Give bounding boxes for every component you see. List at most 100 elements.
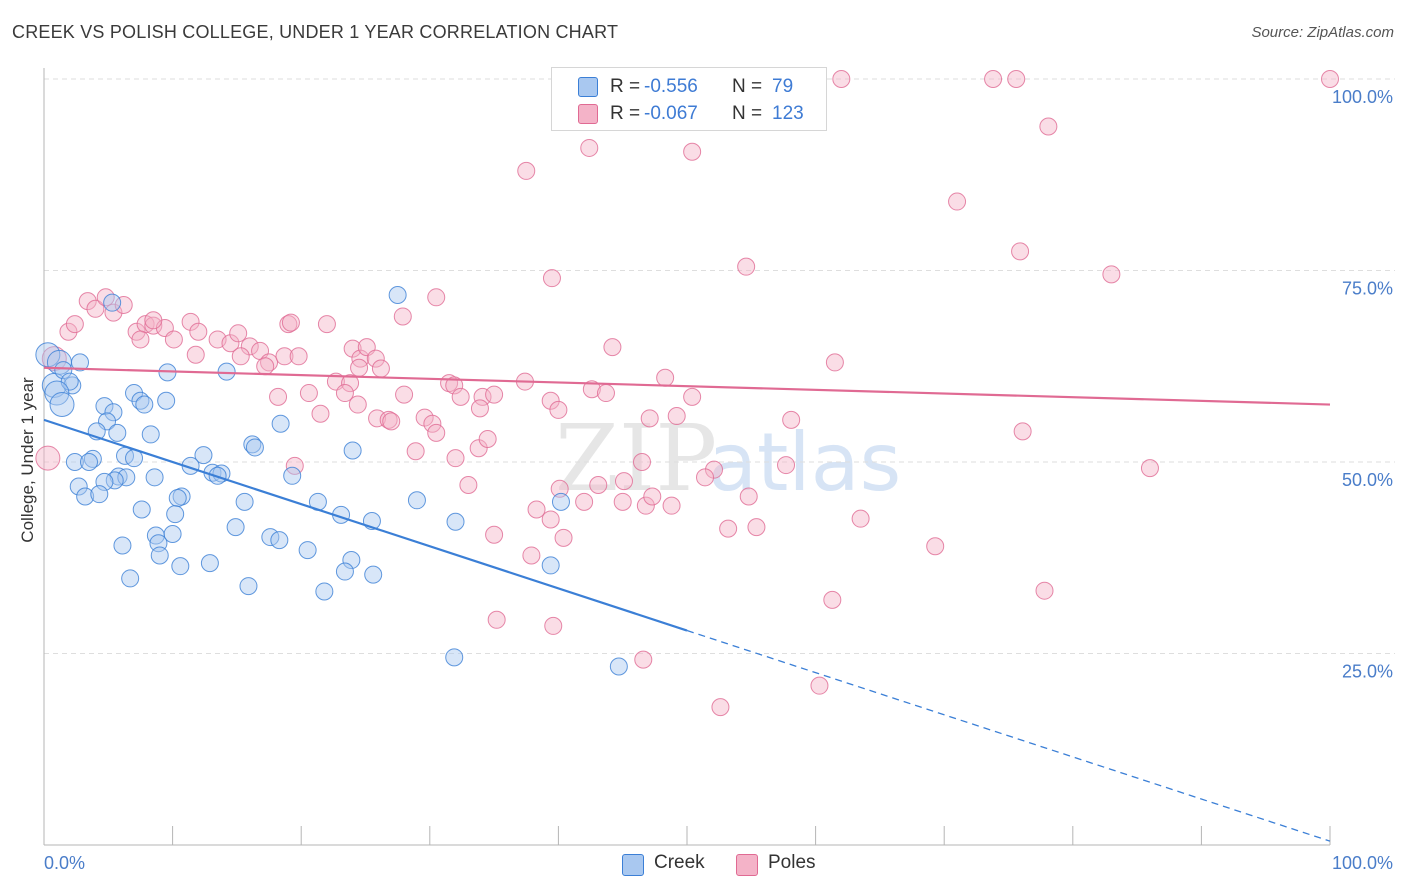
data-point xyxy=(371,359,390,378)
creek-trend-line xyxy=(43,418,688,632)
creek-trend-extension xyxy=(686,629,1331,842)
data-point xyxy=(782,410,801,429)
data-point xyxy=(487,610,506,629)
data-point xyxy=(613,492,632,511)
y-tick-label: 100.0% xyxy=(1332,87,1393,107)
trend-lines xyxy=(43,366,1331,842)
data-point xyxy=(311,404,330,423)
data-point xyxy=(1039,117,1058,136)
axes xyxy=(43,68,1331,846)
y-tick-label: 50.0% xyxy=(1342,470,1393,490)
data-point xyxy=(825,353,844,372)
data-point xyxy=(683,387,702,406)
data-point xyxy=(711,698,730,717)
data-point xyxy=(609,657,628,676)
data-point xyxy=(368,409,387,428)
data-point xyxy=(335,562,354,581)
data-point xyxy=(245,438,264,457)
data-point xyxy=(86,299,105,318)
data-point xyxy=(256,357,275,376)
data-point xyxy=(656,368,675,387)
data-point xyxy=(121,569,140,588)
data-point xyxy=(351,349,370,368)
data-point xyxy=(35,445,61,471)
data-point xyxy=(451,387,470,406)
data-point xyxy=(1013,422,1032,441)
data-point xyxy=(141,425,160,444)
data-point xyxy=(239,577,258,596)
data-point xyxy=(269,387,288,406)
data-point xyxy=(407,491,426,510)
r-value: -0.067 xyxy=(644,103,698,124)
data-point xyxy=(1011,242,1030,261)
data-point xyxy=(76,487,95,506)
data-point xyxy=(95,397,114,416)
data-point xyxy=(69,477,88,496)
creek-series xyxy=(35,286,628,676)
data-point xyxy=(470,399,489,418)
data-point xyxy=(382,412,401,431)
data-point xyxy=(298,541,317,560)
data-point xyxy=(144,311,163,330)
data-point xyxy=(575,492,594,511)
x-tick-label: 0.0% xyxy=(44,853,85,873)
data-point xyxy=(1035,581,1054,600)
data-point xyxy=(1140,459,1159,478)
data-point xyxy=(603,338,622,357)
data-point xyxy=(217,362,236,381)
poles-trend-line xyxy=(43,366,1331,406)
data-point xyxy=(423,414,442,433)
poles-swatch xyxy=(736,854,758,876)
creek-swatch xyxy=(622,854,644,876)
data-point xyxy=(271,414,290,433)
data-point xyxy=(131,330,150,349)
poles-swatch xyxy=(578,104,598,124)
data-point xyxy=(235,492,254,511)
data-point xyxy=(104,403,123,422)
source-label: Source: ZipAtlas.com xyxy=(1251,24,1394,41)
data-point xyxy=(522,546,541,565)
legend-label-poles: Poles xyxy=(768,852,816,873)
data-point xyxy=(544,616,563,635)
data-point xyxy=(851,509,870,528)
data-point xyxy=(226,518,245,537)
data-point xyxy=(113,536,132,555)
data-point xyxy=(406,442,425,461)
data-point xyxy=(341,374,360,393)
data-point xyxy=(221,334,240,353)
data-point xyxy=(78,292,97,311)
chart-title: CREEK VS POLISH COLLEGE, UNDER 1 YEAR CO… xyxy=(12,22,619,42)
data-point xyxy=(948,192,967,211)
data-point xyxy=(181,312,200,331)
data-point xyxy=(541,510,560,529)
data-point xyxy=(364,565,383,584)
data-point xyxy=(240,337,259,356)
data-point xyxy=(135,395,154,414)
data-point xyxy=(132,500,151,519)
n-value: 123 xyxy=(772,103,804,124)
data-point xyxy=(388,286,407,305)
data-point xyxy=(542,269,561,288)
tick-labels: 25.0% 50.0% 75.0% 100.0% 0.0% 100.0% xyxy=(44,87,1393,873)
n-label: N = xyxy=(732,76,763,97)
data-point xyxy=(469,439,488,458)
data-point xyxy=(580,138,599,157)
legend: R = -0.556 N = 79 R = -0.067 N = 123 xyxy=(551,67,827,131)
data-point xyxy=(446,449,465,468)
data-point xyxy=(145,468,164,487)
data-point xyxy=(54,361,73,380)
n-value: 79 xyxy=(772,76,794,97)
watermark-zip: ZIP xyxy=(555,405,717,512)
data-point xyxy=(164,330,183,349)
data-point xyxy=(350,358,369,377)
data-point xyxy=(485,525,504,544)
data-point xyxy=(823,590,842,609)
data-point xyxy=(551,492,570,511)
data-point xyxy=(80,453,99,471)
data-point xyxy=(243,435,262,454)
data-point xyxy=(395,385,414,404)
data-point xyxy=(636,496,655,515)
data-point xyxy=(640,409,659,428)
data-point xyxy=(393,307,412,326)
r-label: R = xyxy=(610,76,641,97)
